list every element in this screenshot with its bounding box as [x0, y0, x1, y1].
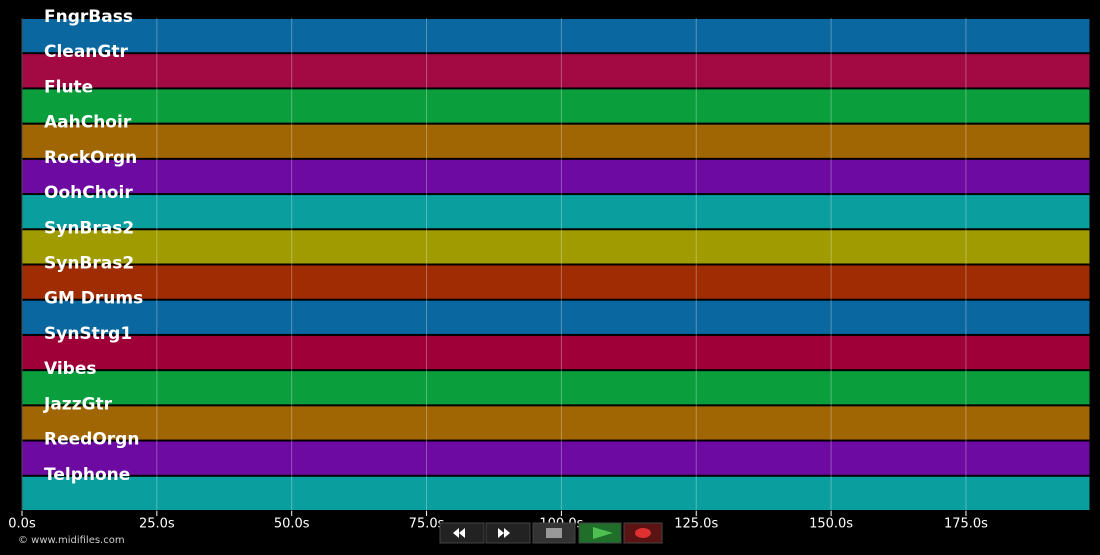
- track-lane: [21, 88, 1091, 124]
- track-name: GM Drums: [44, 289, 143, 309]
- track-lane: [21, 440, 1091, 476]
- track-name: JazzGtr: [43, 394, 113, 414]
- record-button[interactable]: [623, 522, 663, 544]
- track-name: SynBras2: [44, 254, 134, 274]
- tick-label: 125.0s: [674, 517, 718, 532]
- tick-label: 75.0s: [409, 517, 445, 532]
- track-lane: [21, 194, 1091, 230]
- track-lane: [21, 158, 1091, 195]
- track-name: ReedOrgn: [44, 430, 139, 450]
- track-lane: [21, 475, 1091, 511]
- track-labels: FngrBass CleanGtr Flute AahChoir RockOrgn Ooh…: [43, 7, 143, 485]
- forward-button[interactable]: [485, 522, 531, 544]
- stop-button[interactable]: [532, 522, 576, 544]
- track-lane: [21, 123, 1091, 159]
- track-lane: [21, 229, 1091, 265]
- track-lane: [21, 264, 1091, 300]
- track-lane: [21, 405, 1091, 441]
- rewind-button[interactable]: [439, 522, 485, 544]
- track-name: Flute: [44, 77, 93, 97]
- track-name: SynStrg1: [44, 324, 132, 344]
- tick-label: 175.0s: [944, 517, 988, 532]
- track-lane: [21, 18, 1091, 54]
- track-name: Vibes: [44, 359, 97, 379]
- tick-label: 150.0s: [809, 517, 853, 532]
- tick-label: 25.0s: [139, 517, 175, 532]
- copyright: © www.midifiles.com: [18, 535, 125, 546]
- track-lane: [21, 299, 1091, 335]
- play-button[interactable]: [578, 522, 622, 544]
- transport-controls: [439, 522, 663, 544]
- track-name: FngrBass: [44, 7, 133, 27]
- grid: [21, 18, 967, 511]
- track-name: AahChoir: [44, 113, 132, 133]
- track-name: OohChoir: [44, 183, 133, 203]
- track-name: SynBras2: [44, 218, 134, 238]
- track-name: RockOrgn: [44, 148, 137, 168]
- lanes: [21, 18, 1091, 511]
- tick-label: 0.0s: [8, 517, 36, 532]
- tick-label: 50.0s: [274, 517, 310, 532]
- track-lane: [21, 334, 1091, 371]
- track-lane: [21, 370, 1091, 406]
- track-lane: [21, 53, 1091, 89]
- track-name: Telphone: [44, 465, 130, 485]
- track-name: CleanGtr: [44, 42, 128, 62]
